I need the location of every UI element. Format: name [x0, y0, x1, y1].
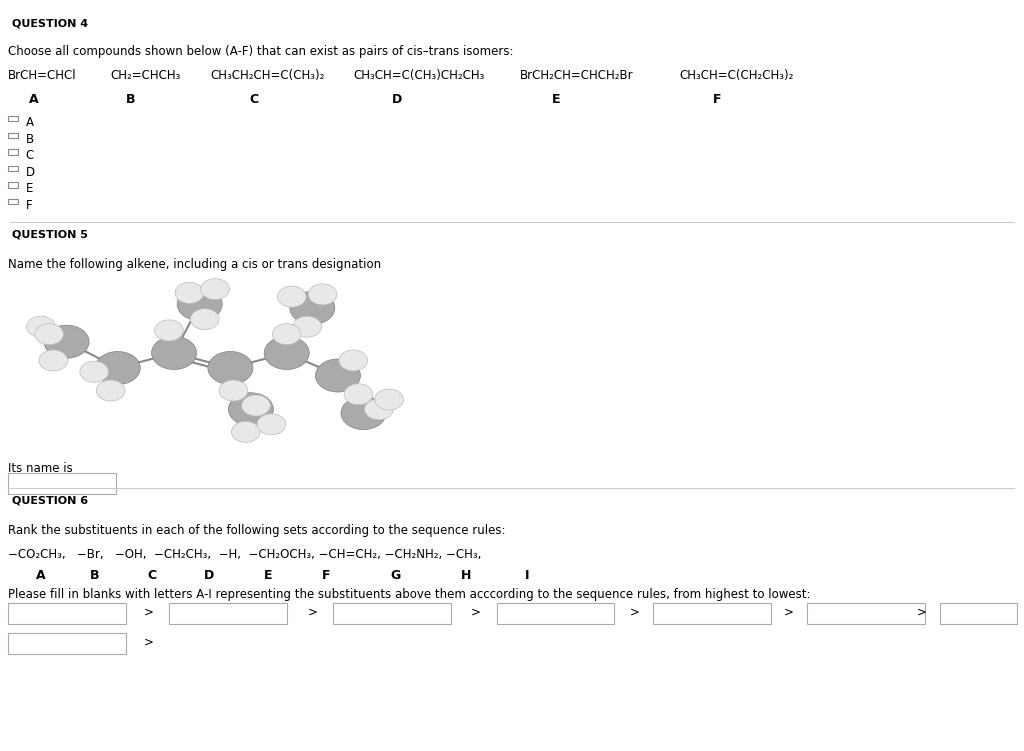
Text: B: B [89, 569, 99, 582]
Text: QUESTION 4: QUESTION 4 [12, 19, 88, 29]
Text: C: C [26, 149, 34, 162]
Text: B: B [26, 133, 34, 146]
Text: >: > [143, 605, 154, 618]
Circle shape [35, 324, 63, 345]
Text: A: A [26, 116, 34, 128]
Circle shape [201, 279, 229, 300]
Circle shape [208, 351, 253, 385]
Circle shape [219, 380, 248, 401]
Circle shape [44, 325, 89, 358]
Circle shape [290, 291, 335, 324]
Text: Its name is: Its name is [8, 462, 73, 475]
Text: Name the following alkene, including a cis or trans designation: Name the following alkene, including a c… [8, 258, 381, 270]
Text: D: D [204, 569, 214, 582]
Text: >: > [307, 605, 317, 618]
Text: E: E [26, 182, 33, 195]
FancyBboxPatch shape [8, 133, 18, 138]
Text: A: A [29, 93, 39, 106]
Text: F: F [713, 93, 721, 106]
Circle shape [257, 414, 286, 435]
Circle shape [39, 350, 68, 371]
Text: CH₂=CHCH₃: CH₂=CHCH₃ [111, 69, 181, 82]
FancyBboxPatch shape [333, 603, 451, 624]
FancyBboxPatch shape [653, 603, 771, 624]
Text: CH₃CH=C(CH₂CH₃)₂: CH₃CH=C(CH₂CH₃)₂ [679, 69, 794, 82]
Circle shape [231, 421, 260, 442]
Circle shape [177, 288, 222, 321]
Circle shape [190, 309, 219, 330]
Text: G: G [390, 569, 400, 582]
FancyBboxPatch shape [8, 116, 18, 121]
Text: F: F [322, 569, 330, 582]
Text: >: > [916, 605, 927, 618]
FancyBboxPatch shape [8, 199, 18, 204]
Circle shape [315, 359, 360, 392]
Circle shape [308, 284, 337, 305]
Circle shape [27, 316, 55, 337]
Circle shape [95, 351, 140, 385]
Text: QUESTION 6: QUESTION 6 [12, 496, 88, 505]
Circle shape [96, 380, 125, 401]
FancyBboxPatch shape [8, 473, 116, 494]
Text: BrCH₂CH=CHCH₂Br: BrCH₂CH=CHCH₂Br [520, 69, 634, 82]
Text: >: > [143, 635, 154, 648]
FancyBboxPatch shape [940, 603, 1017, 624]
Text: A: A [36, 569, 46, 582]
Text: Please fill in blanks with letters A-I representing the substituents above them : Please fill in blanks with letters A-I r… [8, 588, 811, 601]
FancyBboxPatch shape [8, 633, 126, 654]
Text: Rank the substituents in each of the following sets according to the sequence ru: Rank the substituents in each of the fol… [8, 524, 506, 537]
Text: I: I [525, 569, 529, 582]
Circle shape [341, 397, 386, 430]
Text: F: F [26, 199, 32, 212]
FancyBboxPatch shape [497, 603, 614, 624]
Circle shape [278, 286, 306, 307]
Circle shape [272, 324, 301, 345]
Text: E: E [264, 569, 272, 582]
Circle shape [365, 399, 393, 420]
Circle shape [228, 393, 273, 426]
FancyBboxPatch shape [8, 603, 126, 624]
Text: CH₃CH₂CH=C(CH₃)₂: CH₃CH₂CH=C(CH₃)₂ [210, 69, 325, 82]
Circle shape [152, 336, 197, 369]
Text: −CO₂CH₃,   −Br,   −OH,  −CH₂CH₃,  −H,  −CH₂OCH₃, −CH=CH₂, −CH₂NH₂, −CH₃,: −CO₂CH₃, −Br, −OH, −CH₂CH₃, −H, −CH₂OCH₃… [8, 548, 481, 561]
Circle shape [175, 282, 204, 303]
FancyBboxPatch shape [169, 603, 287, 624]
Text: E: E [552, 93, 560, 106]
Text: H: H [461, 569, 471, 582]
FancyBboxPatch shape [8, 166, 18, 171]
Text: D: D [26, 166, 35, 179]
Text: CH₃CH=C(CH₃)CH₂CH₃: CH₃CH=C(CH₃)CH₂CH₃ [353, 69, 484, 82]
Circle shape [80, 361, 109, 382]
Text: C: C [147, 569, 156, 582]
Text: B: B [126, 93, 136, 106]
FancyBboxPatch shape [8, 182, 18, 188]
Text: >: > [630, 605, 640, 618]
Circle shape [293, 316, 322, 337]
Text: BrCH=CHCl: BrCH=CHCl [8, 69, 77, 82]
Text: QUESTION 5: QUESTION 5 [12, 229, 88, 239]
Circle shape [375, 389, 403, 410]
Circle shape [155, 320, 183, 341]
Text: Choose all compounds shown below (A-F) that can exist as pairs of cis–trans isom: Choose all compounds shown below (A-F) t… [8, 45, 514, 58]
Circle shape [264, 336, 309, 369]
Text: >: > [471, 605, 481, 618]
Text: C: C [250, 93, 258, 106]
FancyBboxPatch shape [8, 149, 18, 155]
Circle shape [242, 395, 270, 416]
Circle shape [339, 350, 368, 371]
FancyBboxPatch shape [807, 603, 925, 624]
Text: >: > [783, 605, 794, 618]
Text: D: D [392, 93, 402, 106]
Circle shape [344, 384, 373, 405]
